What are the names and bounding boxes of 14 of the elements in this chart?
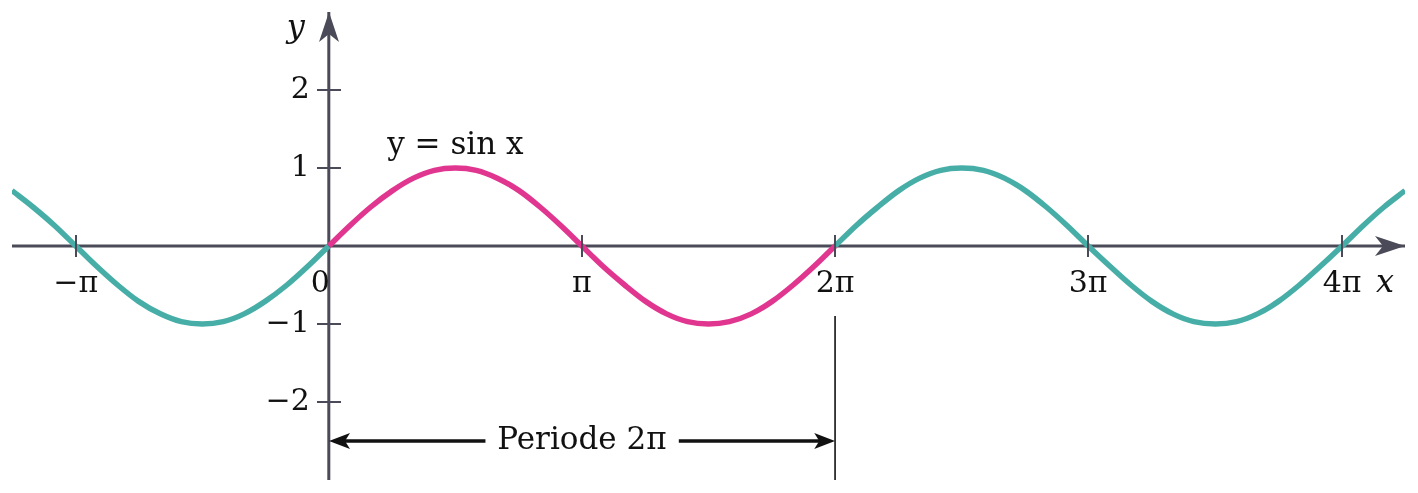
x-tick-label: 0 bbox=[310, 264, 330, 299]
y-tick-label: −2 bbox=[265, 381, 310, 417]
x-tick-label: 2π bbox=[815, 264, 855, 299]
x-axis-title: x bbox=[1375, 262, 1395, 300]
y-tick-label: 1 bbox=[290, 147, 310, 183]
y-axis-title: y bbox=[284, 7, 306, 45]
annotation: Periode 2π bbox=[497, 420, 667, 457]
x-tick-label: 4π bbox=[1322, 264, 1362, 299]
series-label: y = sin x bbox=[386, 125, 525, 161]
x-tick-label: −π bbox=[53, 264, 99, 299]
y-tick-label: 2 bbox=[290, 69, 310, 105]
x-tick-label: 3π bbox=[1068, 264, 1108, 299]
y-tick-label: −1 bbox=[265, 303, 310, 339]
x-tick-label: π bbox=[572, 264, 592, 299]
